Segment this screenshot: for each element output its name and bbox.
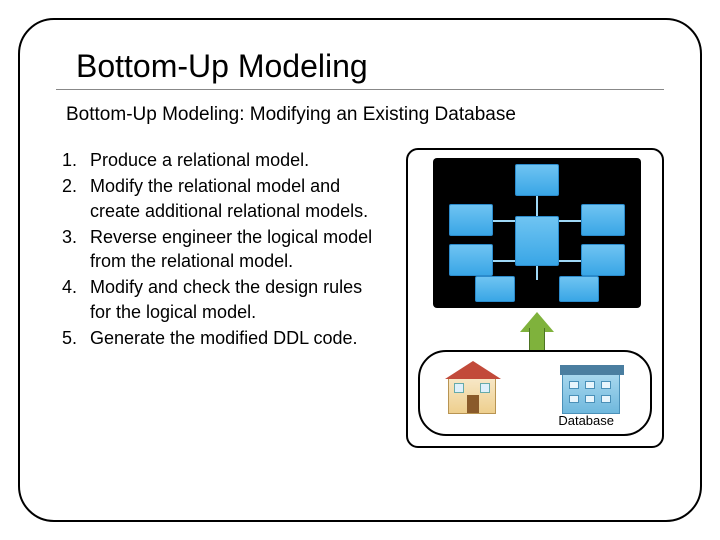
list-item: Modify the relational model and create a… <box>82 174 388 223</box>
title-underline <box>56 89 664 90</box>
connector-line-icon <box>559 260 581 262</box>
slide-frame: Bottom-Up Modeling Bottom-Up Modeling: M… <box>18 18 702 522</box>
diagram-box: Database <box>406 148 664 448</box>
office-icon <box>562 374 620 414</box>
connector-line-icon <box>493 260 515 262</box>
list-item: Produce a relational model. <box>82 148 388 172</box>
entity-node-icon <box>449 204 493 236</box>
entity-node-icon <box>515 216 559 266</box>
slide-title: Bottom-Up Modeling <box>76 48 664 85</box>
entity-node-icon <box>475 276 515 302</box>
database-label: Database <box>558 413 614 428</box>
connector-line-icon <box>559 220 581 222</box>
entity-node-icon <box>449 244 493 276</box>
entity-node-icon <box>581 244 625 276</box>
content-row: Produce a relational model. Modify the r… <box>56 148 664 448</box>
entity-node-icon <box>581 204 625 236</box>
list-item: Modify and check the design rules for th… <box>82 275 388 324</box>
diagram-column: Database <box>406 148 664 448</box>
slide-subtitle: Bottom-Up Modeling: Modifying an Existin… <box>66 104 664 126</box>
house-icon <box>448 378 496 414</box>
list-item: Generate the modified DDL code. <box>82 326 388 350</box>
entity-node-icon <box>559 276 599 302</box>
connector-line-icon <box>536 266 538 280</box>
model-cluster <box>433 158 641 308</box>
steps-list: Produce a relational model. Modify the r… <box>56 148 388 448</box>
database-region: Database <box>418 350 652 436</box>
connector-line-icon <box>493 220 515 222</box>
entity-node-icon <box>515 164 559 196</box>
connector-line-icon <box>536 196 538 216</box>
list-item: Reverse engineer the logical model from … <box>82 225 388 274</box>
